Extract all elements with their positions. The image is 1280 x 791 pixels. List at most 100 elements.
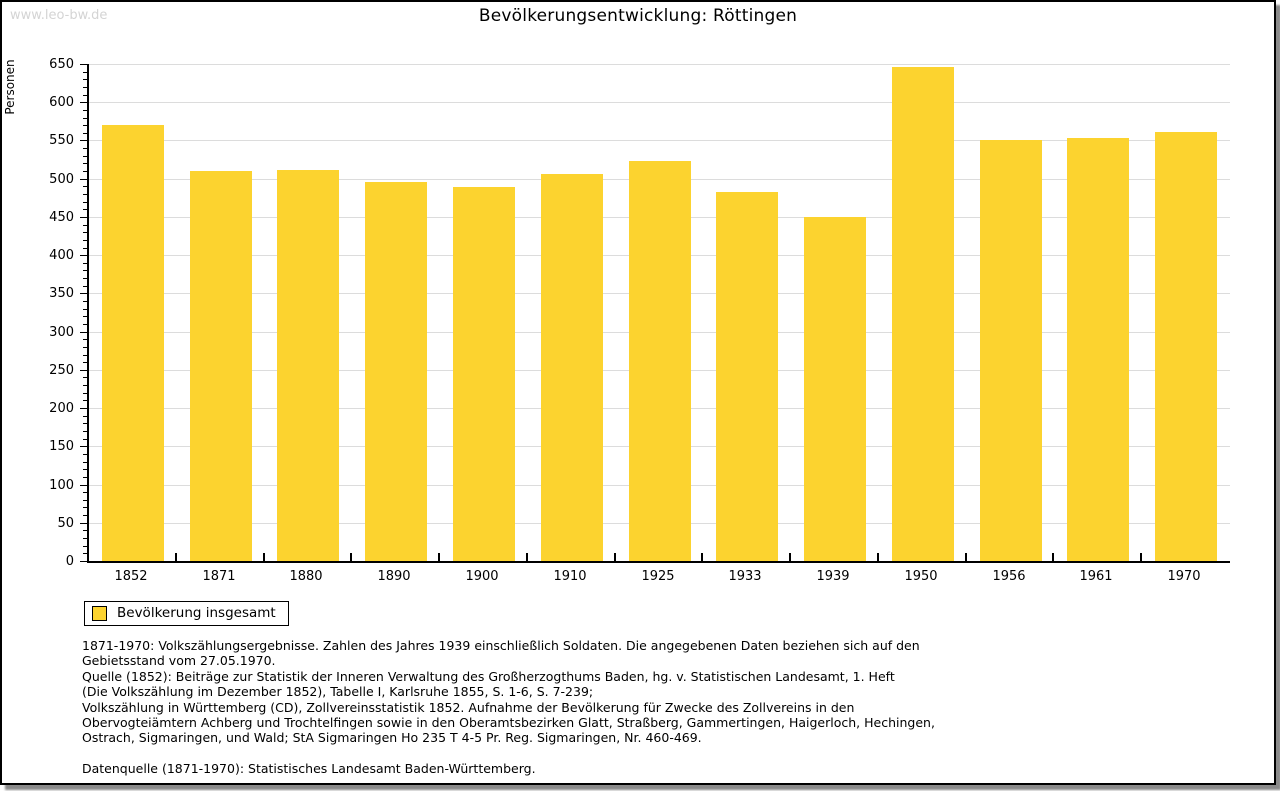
bar — [453, 187, 515, 561]
y-axis-tick — [80, 523, 87, 524]
footer-line: 1871-1970: Volkszählungsergebnisse. Zahl… — [82, 638, 920, 653]
bar — [277, 170, 339, 561]
y-tick-label: 400 — [49, 248, 74, 263]
footer-line: Volkszählung in Württemberg (CD), Zollve… — [82, 699, 855, 715]
y-axis-tick — [83, 232, 87, 233]
x-boundary-tick — [263, 553, 265, 561]
x-tick-label: 1961 — [1079, 569, 1113, 584]
y-axis-tick — [83, 377, 87, 378]
y-axis-tick — [83, 163, 87, 164]
y-tick-label: 100 — [49, 478, 74, 493]
footer-notes: 1871-1970: Volkszählungsergebnisse. Zahl… — [82, 638, 935, 776]
x-boundary-tick — [438, 553, 440, 561]
x-boundary-tick — [526, 553, 528, 561]
x-boundary-tick — [789, 553, 791, 561]
y-axis-tick — [80, 446, 87, 447]
y-axis-tick — [83, 324, 87, 325]
y-axis-label: Personen — [3, 59, 17, 115]
y-axis-tick — [83, 286, 87, 287]
y-axis-tick — [83, 225, 87, 226]
y-axis-tick — [80, 293, 87, 294]
y-axis-tick — [83, 316, 87, 317]
x-boundary-tick — [1052, 553, 1054, 561]
watermark: www.leo-bw.de — [10, 8, 108, 23]
y-tick-label: 350 — [49, 286, 74, 301]
y-axis-tick — [83, 133, 87, 134]
y-tick-label: 600 — [49, 95, 74, 110]
y-axis-tick — [80, 408, 87, 409]
y-axis-tick — [80, 102, 87, 103]
y-axis-tick — [83, 507, 87, 508]
bar — [980, 140, 1042, 561]
y-tick-label: 550 — [49, 133, 74, 148]
y-axis-tick — [83, 148, 87, 149]
y-axis-tick — [83, 202, 87, 203]
y-tick-label: 300 — [49, 325, 74, 340]
x-boundary-tick — [175, 553, 177, 561]
y-axis-tick — [80, 332, 87, 333]
x-tick-label: 1900 — [465, 569, 499, 584]
y-tick-label: 650 — [49, 57, 74, 72]
x-tick-label: 1871 — [202, 569, 236, 584]
x-tick-label: 1933 — [728, 569, 762, 584]
x-tick-label: 1970 — [1167, 569, 1201, 584]
y-axis-tick — [83, 553, 87, 554]
y-axis-tick — [83, 339, 87, 340]
y-axis-tick — [83, 79, 87, 80]
footer-line: (Die Volkszählung im Dezember 1852), Tab… — [82, 684, 594, 700]
bar — [804, 217, 866, 561]
y-axis-tick — [83, 362, 87, 363]
y-tick-label: 500 — [49, 172, 74, 187]
y-axis-tick — [83, 515, 87, 516]
y-axis-tick — [83, 240, 87, 241]
x-tick-label: 1880 — [289, 569, 323, 584]
y-axis-tick — [83, 156, 87, 157]
x-tick-label: 1852 — [114, 569, 148, 584]
x-tick-label: 1890 — [377, 569, 411, 584]
y-axis-tick — [83, 477, 87, 478]
legend-box: Bevölkerung insgesamt — [84, 601, 289, 626]
bar — [102, 125, 164, 561]
y-axis-tick — [83, 492, 87, 493]
x-boundary-tick — [877, 553, 879, 561]
bar — [541, 174, 603, 561]
y-axis-tick — [83, 393, 87, 394]
y-tick-label: 450 — [49, 210, 74, 225]
y-axis-tick — [80, 179, 87, 180]
footer-line: Gebietsstand vom 27.05.1970. — [82, 653, 276, 669]
y-axis-tick — [83, 500, 87, 501]
y-axis-tick — [83, 301, 87, 302]
bar — [629, 161, 691, 561]
bar — [365, 182, 427, 561]
y-axis-tick — [83, 423, 87, 424]
y-axis-tick — [83, 385, 87, 386]
x-boundary-tick — [701, 553, 703, 561]
plot-area — [87, 64, 1230, 563]
x-tick-label: 1956 — [992, 569, 1026, 584]
y-axis-tick — [80, 64, 87, 65]
y-axis-tick — [83, 538, 87, 539]
y-axis-tick — [83, 546, 87, 547]
y-axis-tick — [80, 485, 87, 486]
y-tick-label: 250 — [49, 363, 74, 378]
y-axis-tick — [83, 416, 87, 417]
x-boundary-tick — [614, 553, 616, 561]
y-axis-tick — [83, 194, 87, 195]
bar — [190, 171, 252, 561]
bar — [716, 192, 778, 561]
y-axis-tick — [83, 110, 87, 111]
y-tick-label: 200 — [49, 401, 74, 416]
y-tick-label: 150 — [49, 439, 74, 454]
y-axis-tick — [83, 263, 87, 264]
footer-line: Quelle (1852): Beiträge zur Statistik de… — [82, 668, 895, 684]
y-axis-tick — [83, 209, 87, 210]
y-axis-tick — [83, 95, 87, 96]
footer-line: Ostrach, Sigmaringen, und Wald; StA Sigm… — [82, 730, 702, 746]
gridline — [89, 102, 1230, 104]
bar — [892, 67, 954, 561]
y-axis-tick — [80, 217, 87, 218]
y-axis-tick — [80, 255, 87, 256]
y-axis-tick — [83, 125, 87, 126]
x-tick-label: 1950 — [904, 569, 938, 584]
y-axis-tick — [83, 171, 87, 172]
